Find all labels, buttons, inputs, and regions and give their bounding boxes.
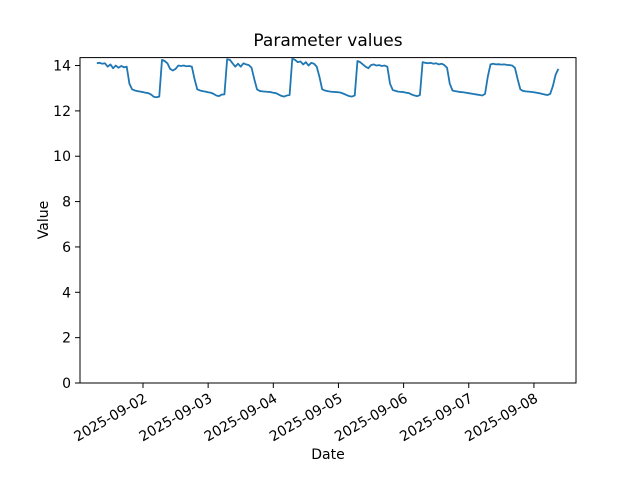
- y-axis-label: Value: [36, 200, 52, 240]
- x-tick-label: 2025-09-07: [397, 391, 475, 446]
- y-tick-label: 4: [62, 285, 71, 301]
- y-tick-label: 0: [62, 376, 71, 392]
- x-tick-label: 2025-09-04: [202, 391, 281, 446]
- y-tick-label: 14: [53, 59, 71, 75]
- x-tick-label: 2025-09-02: [72, 391, 150, 446]
- y-tick-label: 12: [53, 104, 71, 120]
- y-tick-label: 8: [62, 195, 71, 211]
- x-axis-label: Date: [311, 447, 345, 463]
- chart-title: Parameter values: [253, 31, 403, 51]
- x-tick-label: 2025-09-03: [137, 391, 215, 446]
- plot-area: [79, 57, 577, 384]
- data-line: [96, 57, 560, 99]
- y-tick-label: 2: [62, 331, 71, 347]
- x-tick-label: 2025-09-08: [462, 391, 540, 446]
- x-tick-label: 2025-09-06: [332, 391, 411, 446]
- x-tick-label: 2025-09-05: [267, 391, 345, 446]
- y-tick-label: 10: [53, 149, 71, 165]
- y-tick-label: 6: [62, 240, 71, 256]
